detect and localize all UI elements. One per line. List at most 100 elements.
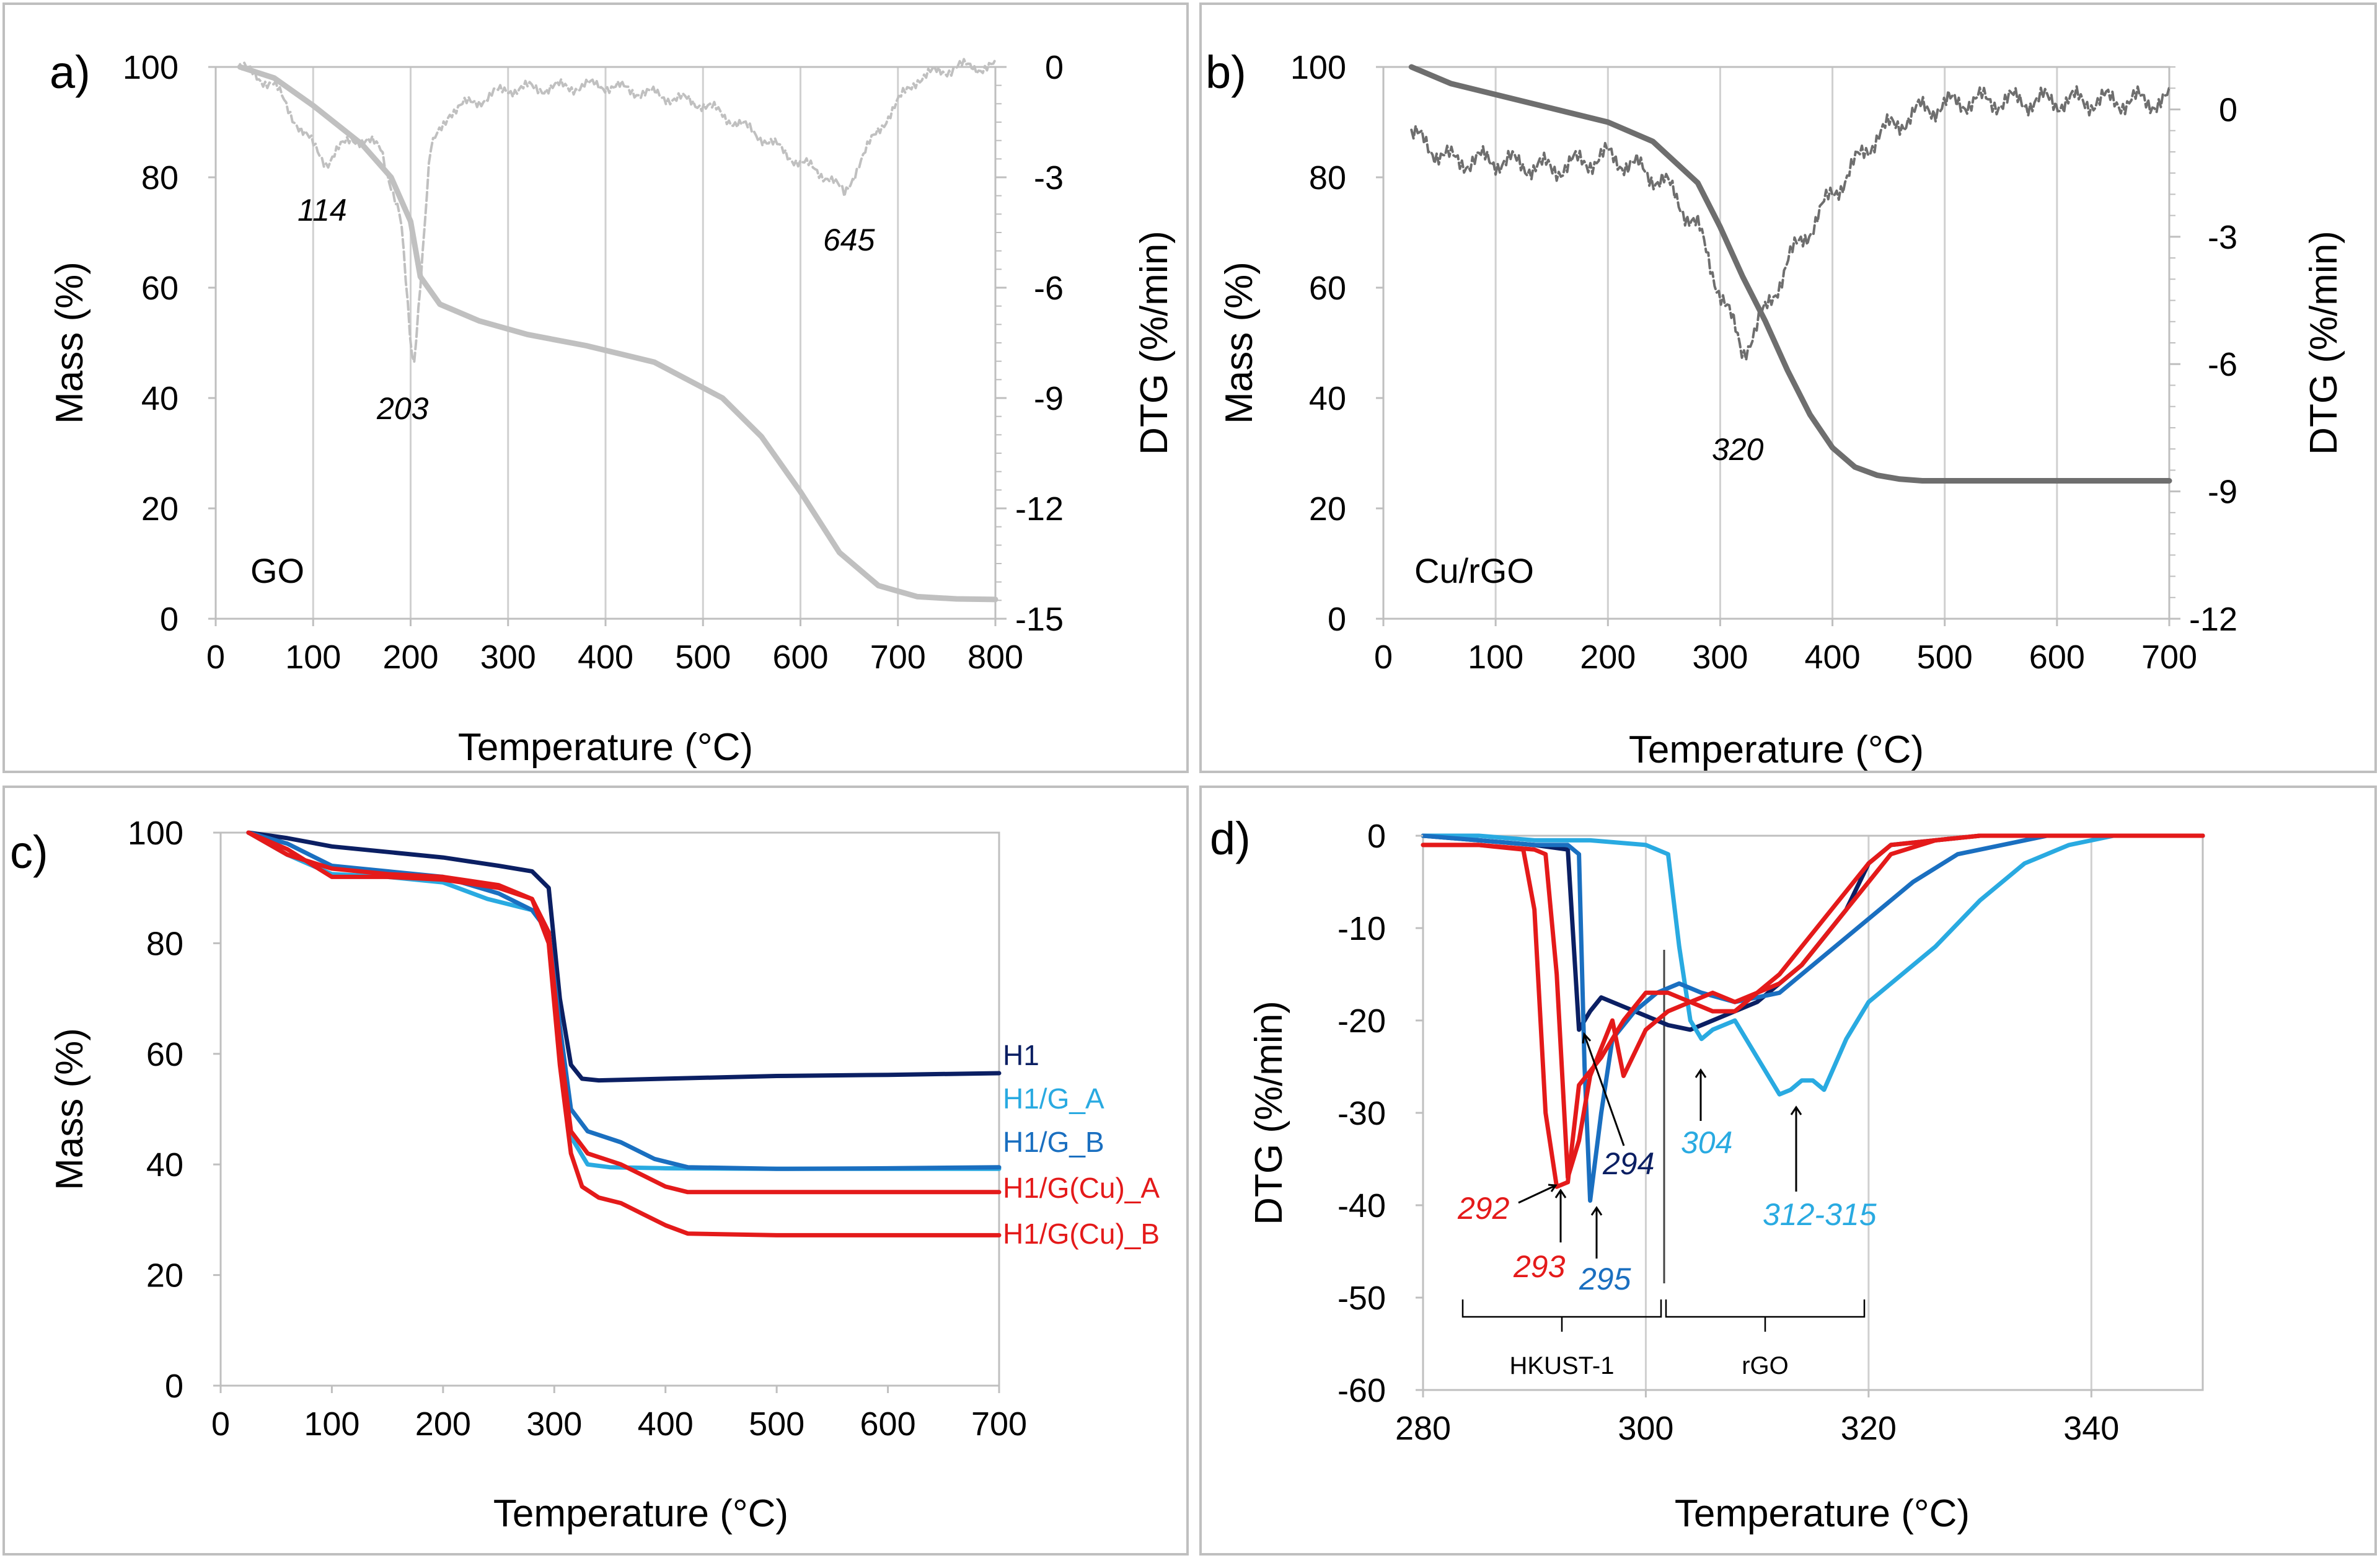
series-line-mass	[1408, 64, 2172, 484]
panel-c-y-axis-title: Mass (%)	[48, 1028, 91, 1190]
arrow-293	[1554, 1188, 1567, 1242]
x-tick-label: 100	[285, 639, 341, 676]
panel-a-sample-label: GO	[250, 551, 304, 590]
y2-tick-label: -6	[1034, 270, 1064, 307]
y-tick-label: 100	[128, 815, 183, 852]
panel-a-y-ticks: 0 20 40 60 80 100	[123, 49, 216, 638]
x-tick-label: 200	[415, 1405, 471, 1443]
panel-d-y-ticks: -60 -50 -40 -30 -20 -10 0	[1338, 818, 1423, 1409]
panel-a-annotation-645: 645	[823, 223, 875, 257]
series-line-h1-g-a	[246, 830, 1002, 1171]
y2-tick-label: 0	[2219, 91, 2237, 128]
x-tick-label: 320	[1841, 1410, 1897, 1447]
panel-b-border	[1199, 2, 2377, 773]
legend-h1: H1	[1003, 1039, 1039, 1071]
panel-d-annotation-312-315: 312-315	[1763, 1197, 1877, 1232]
legend-h1-gcu-a: H1/G(Cu)_A	[1003, 1172, 1160, 1204]
arrow-294	[1582, 1032, 1625, 1146]
y-tick-label: 0	[1328, 601, 1346, 638]
y-tick-label: -50	[1338, 1280, 1386, 1317]
series-line-dtg	[1410, 85, 2171, 361]
panel-a-y-axis-title: Mass (%)	[48, 262, 91, 424]
x-tick-label: 400	[578, 639, 633, 676]
y-tick-label: 40	[1309, 380, 1346, 417]
panel-d-annotation-292: 292	[1457, 1191, 1510, 1226]
panel-d-annotation-294: 294	[1602, 1146, 1654, 1181]
panel-d-label: d)	[1210, 813, 1251, 864]
panel-a-y2-ticks: -15 -12 -9 -6 -3 0	[995, 49, 1064, 638]
series-line-h1-g-a	[1421, 833, 2205, 1097]
x-tick-label: 0	[211, 1405, 230, 1443]
x-tick-label: 0	[206, 639, 225, 676]
panel-c-y-ticks: 0 20 40 60 80 100	[128, 815, 221, 1405]
y-tick-label: 0	[165, 1368, 183, 1405]
x-tick-label: 300	[480, 639, 536, 676]
bracket-label-rgo: rGO	[1742, 1352, 1789, 1379]
panel-d: 280 300 320 340 -60 -50 -40 -30 -20 -10 0 d) Temp…	[1210, 813, 2205, 1535]
x-tick-label: 600	[772, 639, 828, 676]
y2-tick-label: -6	[2208, 346, 2237, 383]
panel-d-annotation-304: 304	[1681, 1125, 1732, 1160]
panel-b-y2-ticks: -12 -9 -6 -3 0	[2169, 66, 2237, 638]
panel-d-x-axis-title: Temperature (°C)	[1675, 1492, 1970, 1535]
y2-tick-label: 0	[1045, 49, 1064, 86]
y2-tick-label: -3	[1034, 159, 1064, 197]
legend-h1-gcu-b: H1/G(Cu)_B	[1003, 1218, 1160, 1250]
panel-d-series	[1421, 833, 2205, 1203]
panel-b-y-ticks: 0 20 40 60 80 100	[1290, 49, 1383, 638]
legend-h1-g-b: H1/G_B	[1003, 1126, 1104, 1158]
panel-a-x-ticks: 0 100 200 300 400 500 600 700 800	[206, 619, 1023, 676]
series-line-h1	[246, 830, 1002, 1083]
y-tick-label: 20	[146, 1257, 183, 1295]
y-tick-label: 20	[141, 490, 178, 528]
panel-c: 0 100 200 300 400 500 600 700 0 20 40 60 80 100 c) T…	[10, 815, 1160, 1535]
y-tick-label: -10	[1338, 910, 1386, 947]
x-tick-label: 300	[1618, 1410, 1673, 1447]
panel-c-x-axis-title: Temperature (°C)	[493, 1492, 788, 1535]
panel-a-y2-axis-title: DTG (%/min)	[1133, 231, 1176, 455]
legend-h1-g-a: H1/G_A	[1003, 1082, 1104, 1115]
panel-c-border	[2, 786, 1189, 1556]
series-line-dtg	[239, 58, 997, 363]
x-tick-label: 700	[2141, 639, 2197, 676]
x-tick-label: 300	[1692, 639, 1748, 676]
panel-a-label: a)	[50, 46, 90, 98]
y-tick-label: 40	[141, 380, 178, 417]
y2-tick-label: -12	[1015, 490, 1064, 528]
x-tick-label: 0	[1374, 639, 1393, 676]
panel-a-gridlines	[312, 67, 899, 619]
panel-c-series	[246, 830, 1002, 1237]
x-tick-label: 200	[1580, 639, 1636, 676]
panel-a-annotation-114: 114	[298, 193, 347, 228]
panel-d-gridlines	[1644, 836, 2092, 1390]
panel-b-series	[1408, 64, 2172, 484]
x-tick-label: 500	[675, 639, 731, 676]
y-tick-label: -40	[1338, 1187, 1386, 1224]
x-tick-label: 300	[526, 1405, 582, 1443]
panel-a-border	[2, 2, 1189, 773]
x-tick-label: 800	[967, 639, 1023, 676]
y-tick-label: 80	[1309, 159, 1346, 197]
y2-tick-label: -9	[2208, 474, 2237, 511]
panel-b-y-axis-title: Mass (%)	[1218, 262, 1261, 424]
panel-b-gridlines	[1494, 67, 2058, 619]
series-line-h1-g-cu-b	[246, 830, 1002, 1237]
x-tick-label: 100	[1468, 639, 1523, 676]
x-tick-label: 200	[382, 639, 438, 676]
y-tick-label: 0	[1367, 818, 1386, 855]
panel-b-x-axis-title: Temperature (°C)	[1629, 728, 1924, 771]
panel-a-x-axis-title: Temperature (°C)	[458, 726, 753, 769]
panel-c-label: c)	[10, 826, 48, 878]
series-line-mass	[237, 64, 998, 603]
x-tick-label: 600	[860, 1405, 916, 1443]
series-line-h1-g-cu-a	[1421, 833, 2205, 1189]
y-tick-label: 60	[146, 1036, 183, 1073]
panel-b-sample-label: Cu/rGO	[1414, 551, 1534, 590]
arrow-295	[1590, 1206, 1603, 1259]
x-tick-label: 100	[304, 1405, 359, 1443]
panel-a-annotation-203: 203	[376, 391, 429, 426]
y-tick-label: -60	[1338, 1372, 1386, 1409]
x-tick-label: 600	[2029, 639, 2085, 676]
